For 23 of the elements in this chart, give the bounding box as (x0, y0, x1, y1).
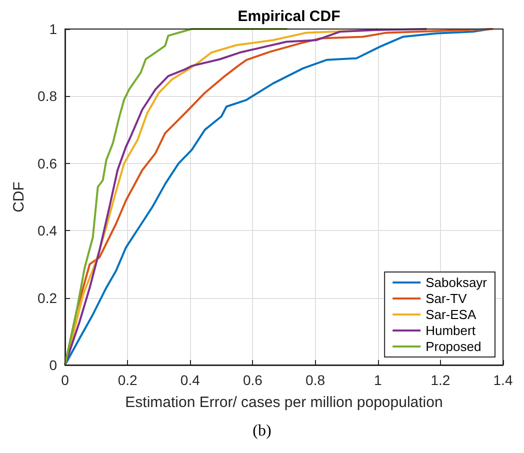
x-tick-label: 0.2 (118, 372, 138, 388)
x-tick-label: 0.8 (306, 372, 326, 388)
y-tick-label: 0 (49, 357, 58, 373)
text: (b) (252, 422, 272, 440)
x-tick-label: 0 (61, 372, 70, 388)
x-tick-label: 0.6 (242, 372, 263, 388)
legend-label: Sar-ESA (426, 307, 476, 322)
y-tick-label: 0.4 (38, 222, 58, 239)
legend-label: Saboksayr (426, 275, 488, 290)
y-axis-title: CDF (10, 182, 28, 212)
x-tick-label: 1.2 (430, 372, 450, 388)
chart-title: Empirical CDF (238, 8, 340, 25)
legend-label: Sar-TV (426, 291, 468, 306)
legend-label: Proposed (426, 339, 482, 354)
y-tick-label: 0.6 (38, 155, 58, 172)
x-tick-label: 0.4 (180, 372, 200, 388)
y-tick-label: 0.8 (38, 88, 58, 104)
y-tick-label: 0.2 (38, 290, 58, 306)
legend-label: Humbert (426, 323, 476, 338)
x-tick-label: 1 (374, 372, 382, 388)
x-axis-title: Estimation Error/ cases per million popopulation (125, 394, 443, 411)
y-tick-label: 1 (49, 21, 58, 37)
x-tick-label: 1.4 (493, 372, 513, 388)
